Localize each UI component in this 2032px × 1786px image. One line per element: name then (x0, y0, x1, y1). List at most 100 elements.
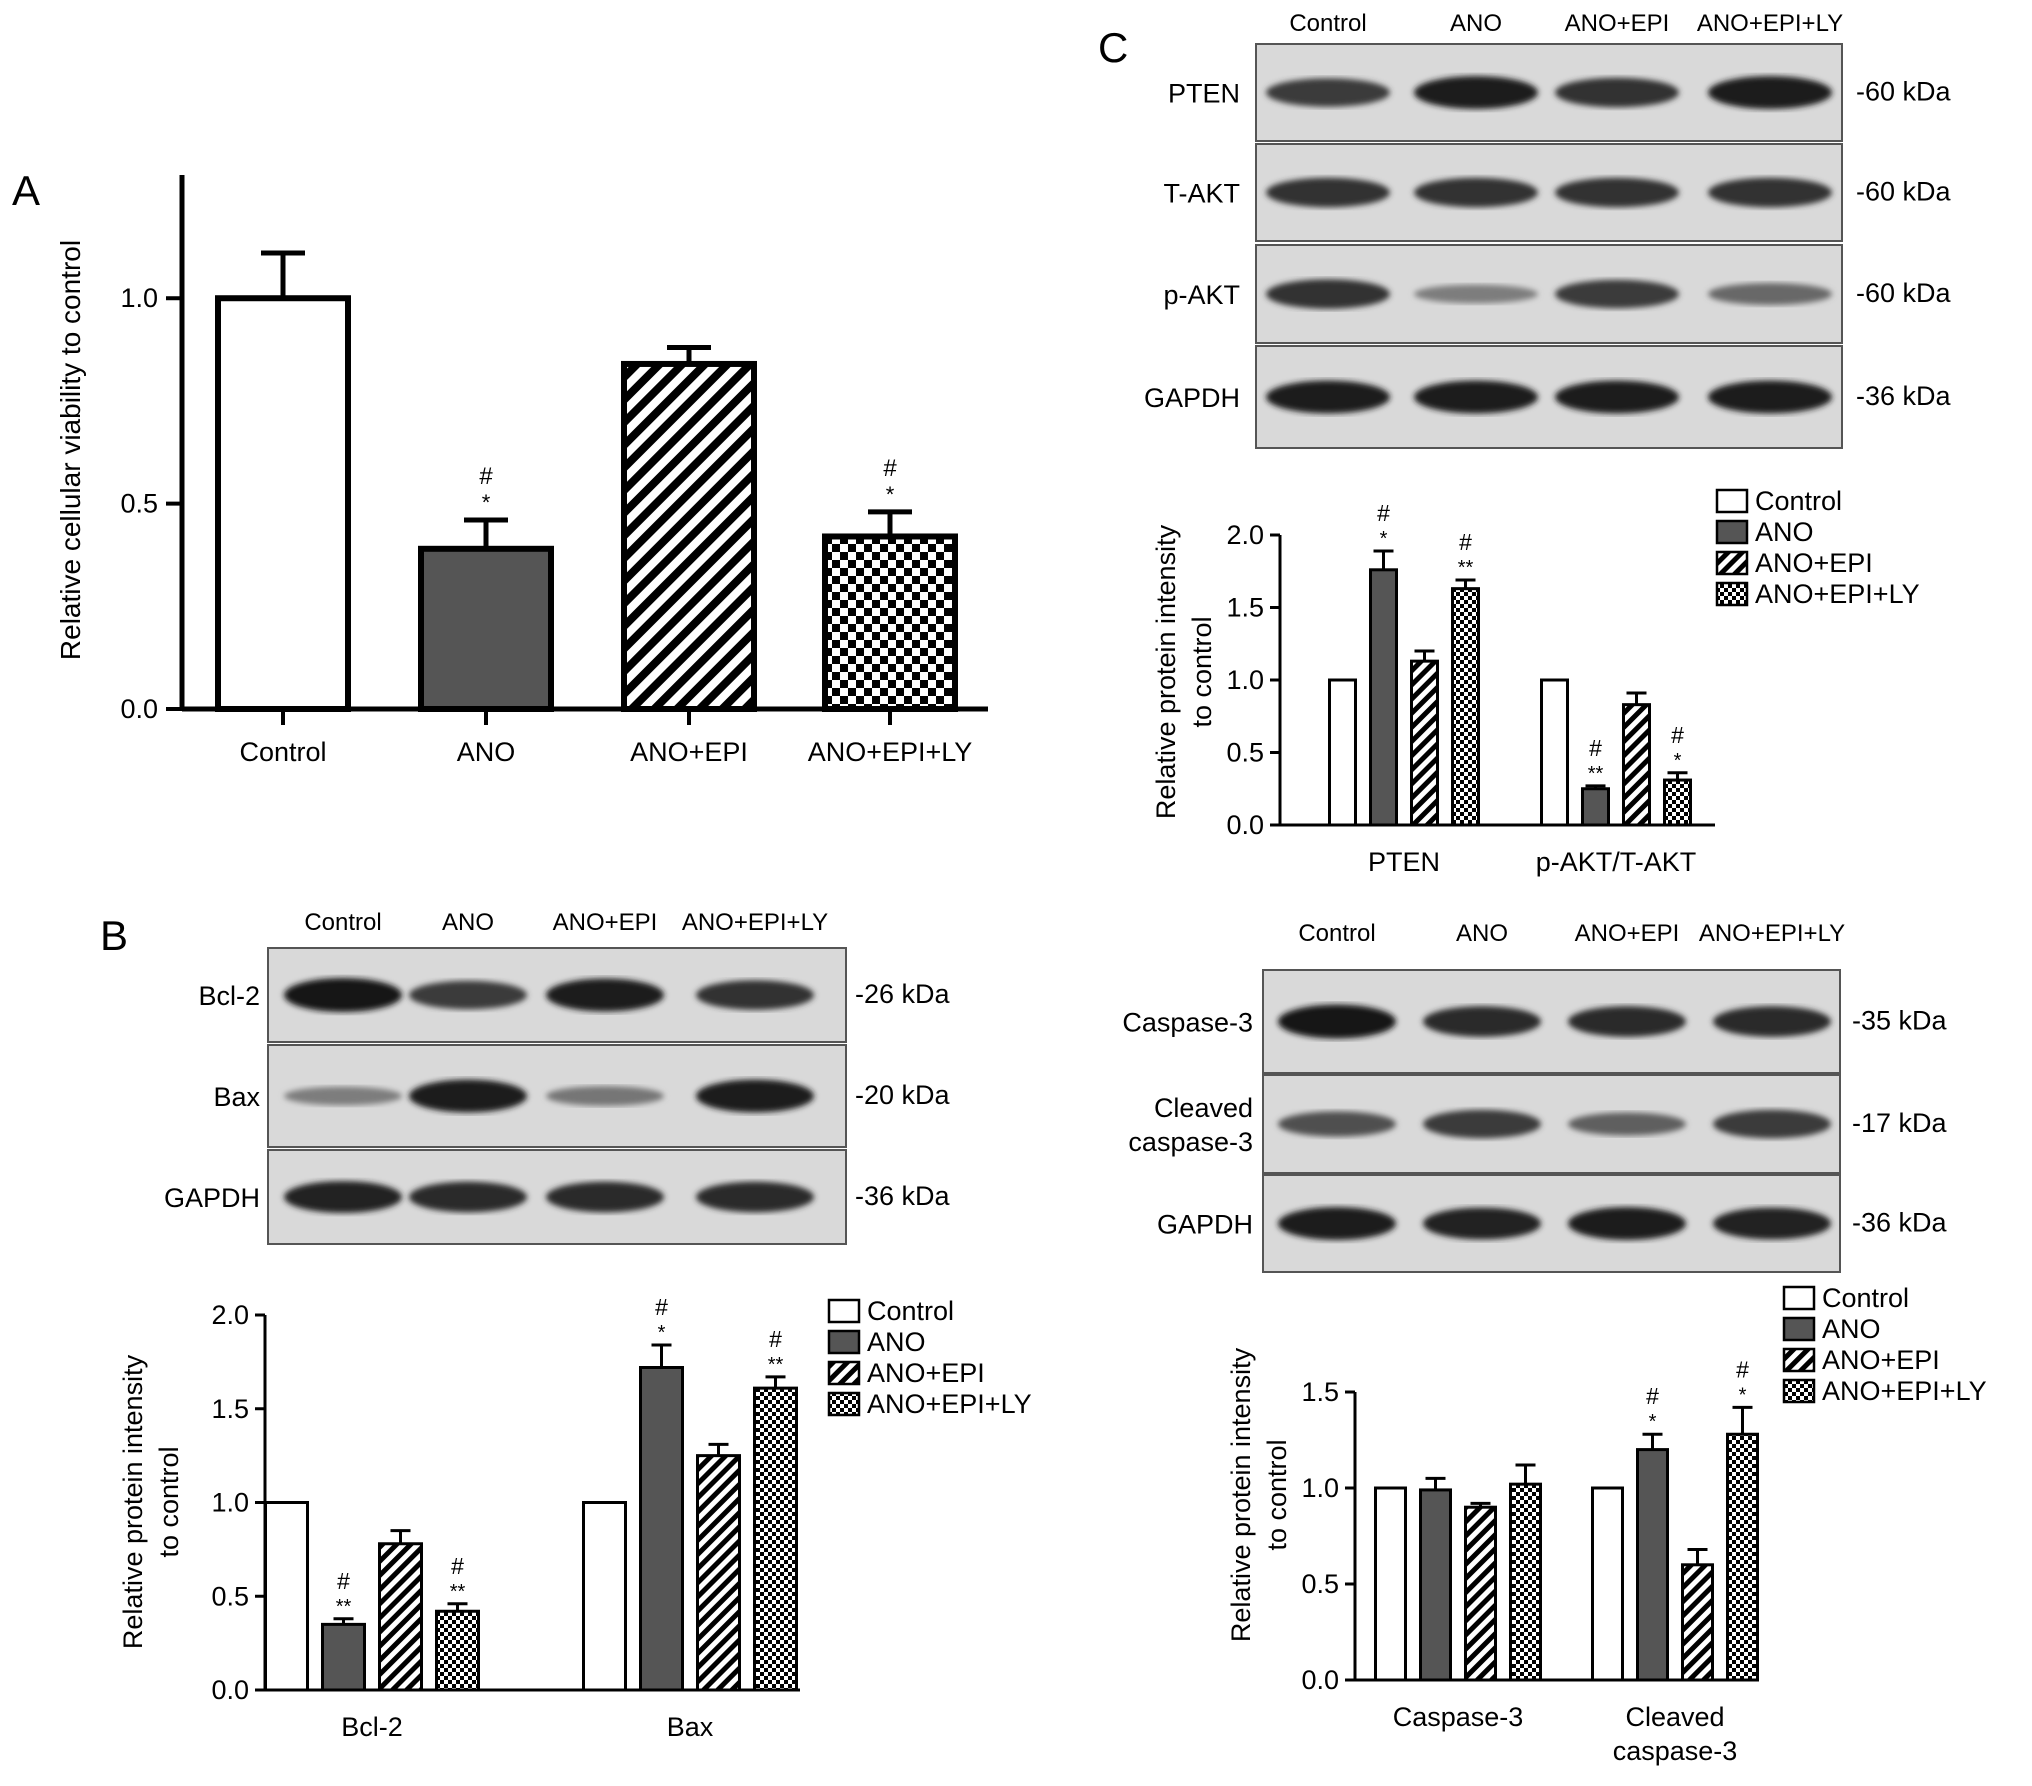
legend-label-ano: ANO (1755, 517, 1814, 547)
kda-label: -36 kDa (1852, 1208, 1948, 1238)
band-gapdh-ano-epi (1555, 380, 1679, 414)
x-group-label-pten: PTEN (1368, 847, 1440, 877)
band-pten-ano-epi-ly (1708, 76, 1832, 109)
kda-label: -36 kDa (1856, 381, 1952, 411)
row-label-cleaved-caspase-3: caspase-3 (1128, 1127, 1253, 1157)
band-bcl-2-ano-epi (546, 978, 664, 1012)
x-tick-label-control: Control (239, 737, 326, 767)
band-bcl-2-ano (409, 980, 527, 1010)
bar-ano-epi (621, 360, 757, 712)
bar-bax-ano-epi (696, 1454, 741, 1692)
bar-cleaved-caspase-3-ano (1636, 1448, 1669, 1682)
y-axis-label: Relative protein intensity (1226, 1347, 1256, 1642)
y-tick-label: 0.5 (1226, 738, 1264, 768)
y-axis-label: Relative protein intensity (1151, 524, 1181, 819)
y-tick-label: 0.0 (1226, 810, 1264, 840)
significance-hash: # (337, 1568, 350, 1594)
y-tick-label: 2.0 (211, 1300, 249, 1330)
y-tick-label: 1.5 (1226, 593, 1264, 623)
row-label-p-akt: p-AKT (1163, 280, 1240, 310)
band-gapdh-control (284, 1181, 402, 1213)
bar-cleaved-caspase-3-control (1591, 1486, 1624, 1682)
band-p-akt-control (1266, 279, 1390, 309)
significance-star: * (1380, 528, 1388, 550)
band-gapdh-control (1266, 380, 1390, 414)
significance-star: ** (768, 1354, 784, 1376)
kda-label: -60 kDa (1856, 278, 1952, 308)
legend-label-ano: ANO (1822, 1314, 1881, 1344)
chart-a-cell-viability: 0.0 0.5 1.0 Relative cellular viability to … (55, 175, 988, 767)
western-blot-c-top: Control ANO ANO+EPI ANO+EPI+LY PTEN -60 kDa T-… (1144, 10, 1952, 449)
legend-swatch-ano-epi (1782, 1347, 1816, 1373)
bar-p-akt-t-akt-ano (1581, 787, 1610, 827)
kda-label: -60 kDa (1856, 77, 1952, 107)
legend-label-ano-epi: ANO+EPI (1822, 1345, 1940, 1375)
y-tick-label: 1.0 (1226, 665, 1264, 695)
lane-label-control: Control (1289, 10, 1366, 37)
legend-label-control: Control (1822, 1283, 1909, 1313)
band-gapdh-ano-epi (1568, 1207, 1686, 1240)
legend-swatch-ano (1782, 1316, 1816, 1342)
legend-label-control: Control (867, 1296, 954, 1326)
panel-label-a: A (12, 167, 40, 214)
significance-hash: # (451, 1553, 464, 1579)
y-axis-label: Relative protein intensity (118, 1354, 148, 1649)
band-caspase-3-ano-epi-ly (1713, 1006, 1831, 1037)
band-gapdh-ano-epi (546, 1181, 664, 1213)
lane-label-ano-epi-ly: ANO+EPI+LY (1697, 10, 1843, 37)
bar-caspase-3-ano (1419, 1488, 1452, 1682)
bar-p-akt-t-akt-control (1540, 678, 1569, 827)
significance-star: ** (1458, 557, 1474, 579)
significance-hash: # (1671, 722, 1684, 748)
significance-star: * (886, 482, 895, 507)
band-pten-ano (1414, 76, 1538, 109)
lane-label-ano-epi-ly: ANO+EPI+LY (682, 909, 828, 936)
band-t-akt-ano (1414, 177, 1538, 208)
y-axis-label: to control (1187, 616, 1217, 727)
significance-star: * (1674, 750, 1682, 772)
chart-c-pten-akt-quant: 0.0 0.5 1.0 1.5 2.0 Relative protein intensit… (1151, 486, 1920, 877)
lane-label-ano-epi: ANO+EPI (1565, 10, 1670, 37)
legend-swatch-ano-epi-ly (1715, 581, 1749, 607)
band-cleaved-caspase-3-ano-epi-ly (1713, 1109, 1831, 1139)
band-pten-control (1266, 78, 1390, 107)
legend-label-ano-epi: ANO+EPI (1755, 548, 1873, 578)
lane-label-ano-epi: ANO+EPI (1575, 920, 1680, 947)
y-tick-label: 0.5 (120, 489, 158, 519)
bar-pten-control (1328, 678, 1357, 827)
band-gapdh-ano (1414, 380, 1538, 414)
band-caspase-3-ano-epi (1568, 1006, 1686, 1037)
legend-swatch-control (1715, 488, 1749, 514)
y-tick-label: 1.0 (1301, 1473, 1339, 1503)
y-tick-label: 1.5 (1301, 1377, 1339, 1407)
kda-label: -35 kDa (1852, 1006, 1948, 1036)
band-t-akt-ano-epi-ly (1708, 177, 1832, 208)
y-tick-label: 0.5 (211, 1581, 249, 1611)
lane-label-ano: ANO (442, 909, 494, 936)
y-tick-label: 1.5 (211, 1394, 249, 1424)
band-p-akt-ano-epi-ly (1708, 283, 1832, 305)
significance-hash: # (769, 1326, 782, 1352)
lane-label-ano: ANO (1456, 920, 1508, 947)
legend-label-ano: ANO (867, 1327, 926, 1357)
x-group-label-bcl-2: Bcl-2 (341, 1712, 403, 1742)
row-label-bcl-2: Bcl-2 (198, 981, 260, 1011)
bar-p-akt-t-akt-ano-epi-ly (1663, 778, 1692, 827)
row-label-caspase-3: Caspase-3 (1122, 1008, 1253, 1038)
legend-swatch-ano-epi (827, 1360, 861, 1386)
legend-swatch-ano-epi-ly (1782, 1378, 1816, 1404)
significance-hash: # (1589, 735, 1602, 761)
x-group-label-cleaved-caspase-3: Cleaved (1625, 1702, 1724, 1732)
kda-label: -26 kDa (855, 979, 951, 1009)
bar-caspase-3-ano-epi (1464, 1505, 1497, 1682)
bar-bax-ano-epi-ly (753, 1386, 798, 1692)
x-group-label-caspase-3: Caspase-3 (1393, 1702, 1524, 1732)
bar-pten-ano (1369, 568, 1398, 827)
bar-bcl-2-control (264, 1501, 309, 1692)
significance-hash: # (1459, 529, 1472, 555)
x-group-label-bax: Bax (667, 1712, 714, 1742)
significance-star: ** (336, 1596, 352, 1618)
band-bax-control (284, 1086, 402, 1106)
bar-cleaved-caspase-3-ano-epi (1681, 1563, 1714, 1682)
band-gapdh-ano-epi-ly (1708, 380, 1832, 414)
